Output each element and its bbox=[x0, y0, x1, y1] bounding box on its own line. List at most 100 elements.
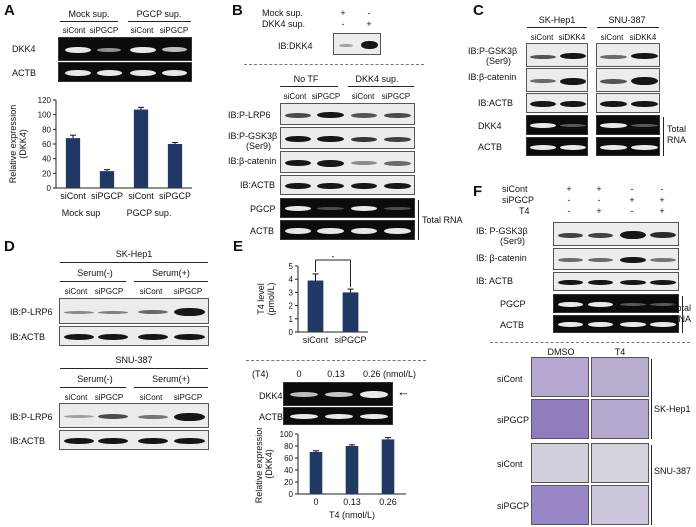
actb-blot bbox=[280, 175, 415, 195]
sign: + bbox=[659, 206, 665, 216]
row-label: DKK4 sup. bbox=[262, 19, 306, 29]
actb-gel bbox=[553, 315, 679, 333]
y-tick-label: 3 bbox=[289, 288, 294, 297]
blot-label: IB:ACTB bbox=[240, 180, 276, 190]
divider bbox=[527, 27, 587, 28]
blot-label: IB: P-GSK3β bbox=[476, 226, 528, 236]
blot-label: IB:DKK4 bbox=[278, 41, 313, 51]
dkk4-gel-sk bbox=[526, 115, 588, 135]
total-rna-label: RNA bbox=[672, 314, 692, 324]
blot-label: (Ser9) bbox=[246, 141, 272, 151]
lane-label: siPGCP bbox=[311, 92, 341, 101]
t4-label: (T4) bbox=[252, 369, 269, 379]
x-tick-label: siPGCP bbox=[334, 335, 366, 345]
group-label: PGCP sup. bbox=[136, 9, 182, 19]
dkk4-gel bbox=[58, 37, 192, 61]
y-axis-label: (pmol/L) bbox=[266, 282, 276, 315]
p-lrp6-blot bbox=[280, 103, 415, 125]
sign: - bbox=[660, 184, 664, 194]
sign: + bbox=[340, 8, 346, 18]
sign: + bbox=[629, 195, 635, 205]
p-gsk3b-blot bbox=[280, 127, 415, 149]
actb-gel bbox=[58, 62, 192, 82]
actb-blot-snu bbox=[596, 93, 660, 113]
actb-blot-snu bbox=[59, 430, 209, 450]
row-label: siCont bbox=[502, 184, 528, 194]
lane-label: siPGCP bbox=[173, 287, 203, 296]
blot-label: IB:ACTB bbox=[10, 332, 46, 342]
group-label: DKK4 sup. bbox=[355, 74, 399, 84]
p-lrp6-blot-sk bbox=[59, 298, 209, 324]
blot-label: ACTB bbox=[259, 412, 284, 422]
p-lrp6-blot-snu bbox=[59, 403, 209, 428]
group-label: Serum(-) bbox=[77, 374, 113, 384]
divider bbox=[60, 368, 208, 369]
x-tick-label: 0.26 bbox=[379, 497, 397, 507]
row-label: siPGCP bbox=[502, 195, 535, 205]
y-tick-label: 20 bbox=[42, 169, 51, 178]
y-tick-label: 0 bbox=[289, 328, 294, 337]
total-rna-label: Total bbox=[667, 124, 687, 134]
blot-label: IB:P-GSK3β bbox=[228, 131, 278, 141]
blot-label: DKK4 bbox=[259, 391, 283, 401]
lane-label: siCont bbox=[139, 393, 163, 402]
sign: + bbox=[366, 19, 372, 29]
group-label: No TF bbox=[293, 74, 319, 84]
p-gsk3b-blot bbox=[553, 222, 679, 246]
blot-label: IB:ACTB bbox=[478, 98, 514, 108]
lane-label: siCont bbox=[600, 33, 624, 42]
y-tick-label: 20 bbox=[284, 478, 293, 487]
row-label: Mock sup. bbox=[262, 8, 304, 18]
divider bbox=[597, 27, 659, 28]
separator bbox=[244, 64, 424, 65]
sign: - bbox=[341, 19, 345, 29]
lane-label: siCont bbox=[62, 26, 86, 35]
sign: - bbox=[367, 8, 371, 18]
group-label: Serum(+) bbox=[152, 268, 190, 278]
actb-gel-sk bbox=[526, 137, 588, 156]
micro-row-label: siPGCP bbox=[497, 415, 530, 425]
lane-label: siPGCP bbox=[94, 393, 124, 402]
actb-blot-sk bbox=[526, 93, 588, 113]
y-tick-label: 0 bbox=[289, 490, 294, 499]
micrograph bbox=[591, 357, 649, 397]
x-axis-label: T4 (nmol/L) bbox=[329, 510, 375, 520]
bar bbox=[381, 439, 395, 494]
blot-label: DKK4 bbox=[478, 121, 502, 131]
panel-letter-f: F bbox=[473, 183, 483, 200]
chart-e-top: 0 1 2 3 4 5 siCont siPGCP T4 level (pmol/L) * bbox=[256, 256, 368, 345]
lane-label: siPGCP bbox=[173, 393, 203, 402]
blot-label: IB:β-catenin bbox=[468, 72, 517, 82]
blot-label: IB: β-catenin bbox=[476, 253, 527, 263]
divider bbox=[134, 281, 208, 282]
micro-row-label: siCont bbox=[497, 374, 523, 384]
lane-label: siPGCP bbox=[94, 287, 124, 296]
divider bbox=[60, 21, 118, 22]
y-tick-label: 4 bbox=[289, 275, 294, 284]
bar bbox=[65, 138, 81, 188]
x-tick-label: siPGCP bbox=[91, 191, 123, 201]
cell-line-label: SK-Hep1 bbox=[115, 249, 153, 259]
blot-label: ACTB bbox=[500, 320, 525, 330]
bar bbox=[345, 446, 359, 494]
group-label: PGCP sup. bbox=[126, 208, 172, 218]
y-axis-label: (DKK4) bbox=[18, 129, 28, 159]
y-axis-label: (DKK4) bbox=[264, 449, 274, 479]
lane-label: siCont bbox=[283, 92, 307, 101]
micro-col-label: DMSO bbox=[547, 347, 575, 357]
group-label: Mock sup. bbox=[68, 9, 110, 19]
lane-label: siCont bbox=[64, 287, 88, 296]
chart-e-bottom: 0 20 40 60 80 100 0 0.13 0.26 Relative expression… bbox=[254, 428, 406, 520]
total-rna-label: Total RNA bbox=[422, 215, 463, 225]
separator bbox=[490, 342, 690, 343]
y-tick-label: 80 bbox=[284, 442, 293, 451]
actb-blot bbox=[553, 272, 679, 291]
t4-value: 0.26 (nmol/L) bbox=[363, 369, 417, 379]
b-catenin-blot bbox=[553, 248, 679, 270]
lane-label: siPGCP bbox=[159, 26, 189, 35]
row-label: T4 bbox=[519, 206, 530, 216]
total-rna-label: RNA bbox=[667, 135, 687, 145]
total-rna-label: Total bbox=[672, 303, 692, 313]
actb-blot-sk bbox=[59, 326, 209, 346]
cell-line-label: SNU-387 bbox=[115, 355, 153, 365]
